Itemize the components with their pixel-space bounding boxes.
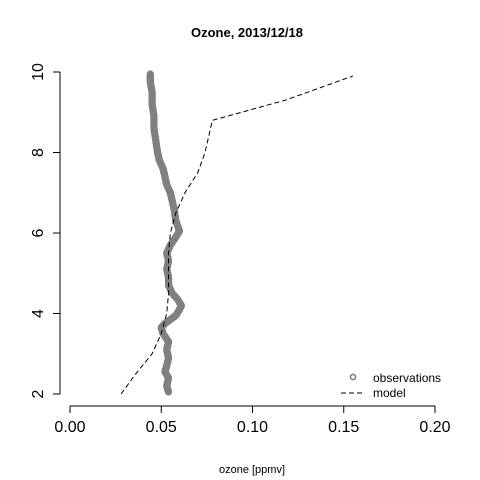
x-axis-ticks: 0.00 0.05 0.10 0.15 0.20 [54, 406, 451, 436]
y-tick-label-1: 4 [30, 309, 47, 318]
legend-observations-label: observations [373, 371, 441, 385]
legend: observations model [341, 371, 441, 400]
observations-series [146, 70, 185, 396]
legend-observations-marker [349, 373, 357, 381]
y-tick-label-3: 8 [30, 148, 47, 157]
y-tick-label-4: 10 [30, 63, 47, 81]
x-tick-label-4: 0.20 [419, 419, 450, 436]
model-line [120, 75, 354, 395]
x-tick-label-0: 0.00 [54, 419, 85, 436]
y-tick-label-0: 2 [30, 389, 47, 398]
observation-point-560 [146, 70, 154, 78]
x-tick-label-1: 0.05 [146, 419, 177, 436]
legend-model-label: model [373, 386, 406, 400]
x-axis-label: ozone [ppmv] [219, 464, 285, 476]
chart-title: Ozone, 2013/12/18 [191, 25, 303, 40]
y-tick-label-2: 6 [30, 228, 47, 237]
y-axis-ticks: 2 4 6 8 10 [30, 63, 60, 398]
model-series [120, 75, 354, 395]
x-tick-label-2: 0.10 [237, 419, 268, 436]
x-tick-label-3: 0.15 [328, 419, 359, 436]
